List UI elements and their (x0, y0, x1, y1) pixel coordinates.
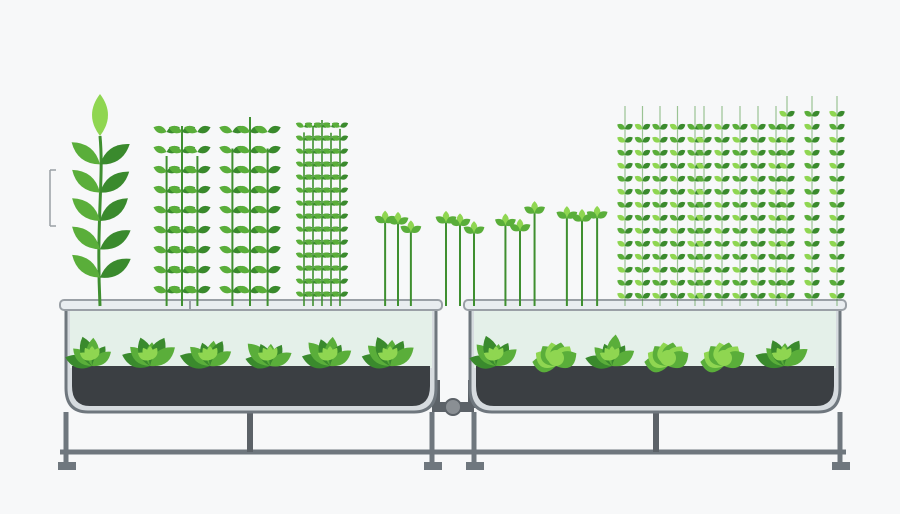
diagram-stage (0, 0, 900, 514)
infographic-canvas: CYCLE OF AQUAPONICS plispfor goot oramrs… (0, 0, 900, 514)
